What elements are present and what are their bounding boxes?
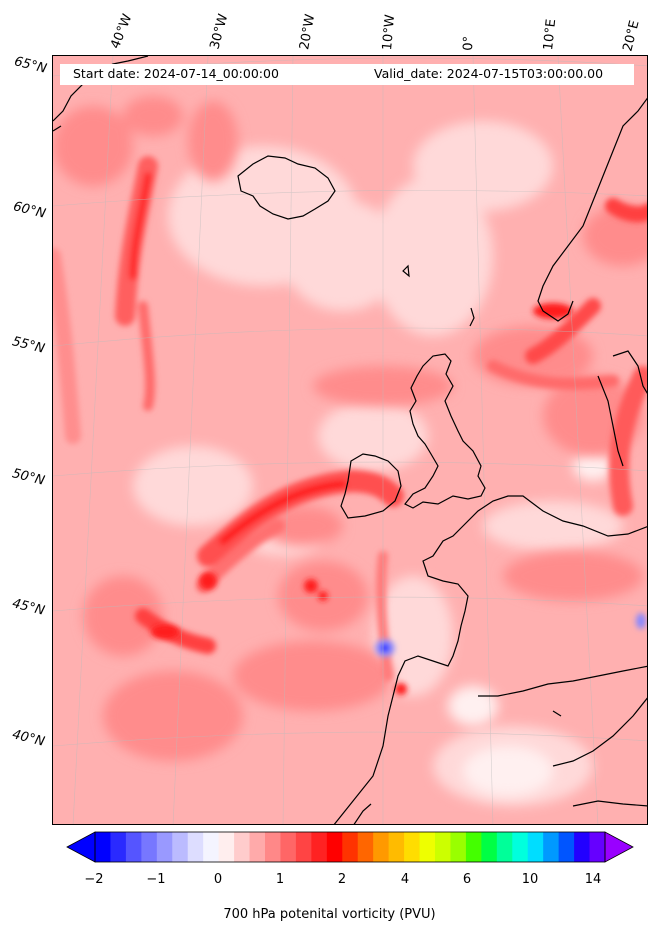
- lon-label-0: 0°: [461, 35, 477, 51]
- colorbar-cell: [388, 832, 405, 862]
- pv-negative: [375, 613, 646, 657]
- lat-label-45n: 45°N: [10, 596, 47, 619]
- pv-very-low-regions: [448, 451, 613, 796]
- lon-label-10w: 10°W: [380, 13, 399, 51]
- colorbar-cell: [589, 832, 606, 862]
- colorbar-tick: 2: [337, 872, 347, 887]
- colorbar-tick: 14: [584, 872, 602, 887]
- lat-label-40n: 40°N: [10, 727, 47, 750]
- colorbar-cell: [110, 832, 127, 862]
- colorbar-cell: [373, 832, 390, 862]
- colorbar-cell: [558, 832, 575, 862]
- colorbar-cell: [187, 832, 204, 862]
- lat-label-60n: 60°N: [11, 199, 48, 222]
- graticule: [53, 56, 647, 824]
- colorbar-cell: [218, 832, 235, 862]
- colorbar-cell: [326, 832, 343, 862]
- colorbar-cell: [156, 832, 173, 862]
- colorbar-cell: [249, 832, 266, 862]
- colorbar-cell: [280, 832, 297, 862]
- colorbar-cell: [357, 832, 374, 862]
- coastlines: [53, 56, 647, 824]
- lon-label-20w: 20°W: [297, 13, 319, 52]
- colorbar-cell: [295, 832, 312, 862]
- colorbar-tick: 6: [462, 872, 472, 887]
- colorbar-cell: [234, 832, 251, 862]
- colorbar-cell: [481, 832, 498, 862]
- start-date-label: Start date: 2024-07-14_00:00:00: [73, 66, 279, 81]
- colorbar-cell: [172, 832, 189, 862]
- colorbar-cell: [512, 832, 529, 862]
- colorbar-extend-left: [66, 831, 96, 863]
- colorbar-cell: [450, 832, 467, 862]
- colorbar-tick: −2: [84, 872, 104, 887]
- colorbar-cell: [574, 832, 591, 862]
- colorbar-extend-right: [604, 831, 634, 863]
- colorbar-cell: [203, 832, 220, 862]
- colorbar-label: 700 hPa potenital vorticity (PVU): [223, 907, 436, 922]
- colorbar-cell: [527, 832, 544, 862]
- colorbar-cell: [125, 832, 142, 862]
- colorbar-tick: 1: [275, 872, 285, 887]
- map-panel: [52, 55, 648, 825]
- lat-label-65n: 65°N: [12, 54, 49, 77]
- colorbar-cell: [435, 832, 451, 862]
- colorbar-cell: [419, 832, 436, 862]
- colorbar-cell: [465, 832, 482, 862]
- colorbar-cell: [95, 832, 111, 862]
- valid-date-label: Valid_date: 2024-07-15T03:00:00.00: [374, 66, 604, 81]
- pv-maxima: [151, 303, 573, 695]
- colorbar-cell: [496, 832, 513, 862]
- colorbar: [66, 831, 634, 863]
- header-bar: [60, 64, 634, 85]
- lon-label-30w: 30°W: [207, 12, 232, 51]
- lon-label-20e: 20°E: [620, 19, 643, 53]
- lat-label-50n: 50°N: [10, 466, 47, 489]
- pv-strong-bands: [53, 156, 647, 681]
- lon-label-10e: 10°E: [541, 18, 560, 52]
- colorbar-cell: [265, 832, 281, 862]
- colorbar-tick: 10: [521, 872, 539, 887]
- colorbar-tick: −1: [146, 872, 166, 887]
- colorbar-frame: [94, 831, 606, 863]
- pv-field-map: [53, 56, 647, 824]
- colorbar-cell: [404, 832, 421, 862]
- colorbar-tick: 4: [400, 872, 410, 887]
- colorbar-cell: [311, 832, 328, 862]
- colorbar-cells: [95, 832, 606, 862]
- colorbar-cell: [543, 832, 560, 862]
- lat-label-55n: 55°N: [10, 334, 47, 357]
- colorbar-tick: 0: [213, 872, 223, 887]
- colorbar-cell: [342, 832, 359, 862]
- lon-label-40w: 40°W: [108, 12, 136, 51]
- colorbar-cell: [141, 832, 158, 862]
